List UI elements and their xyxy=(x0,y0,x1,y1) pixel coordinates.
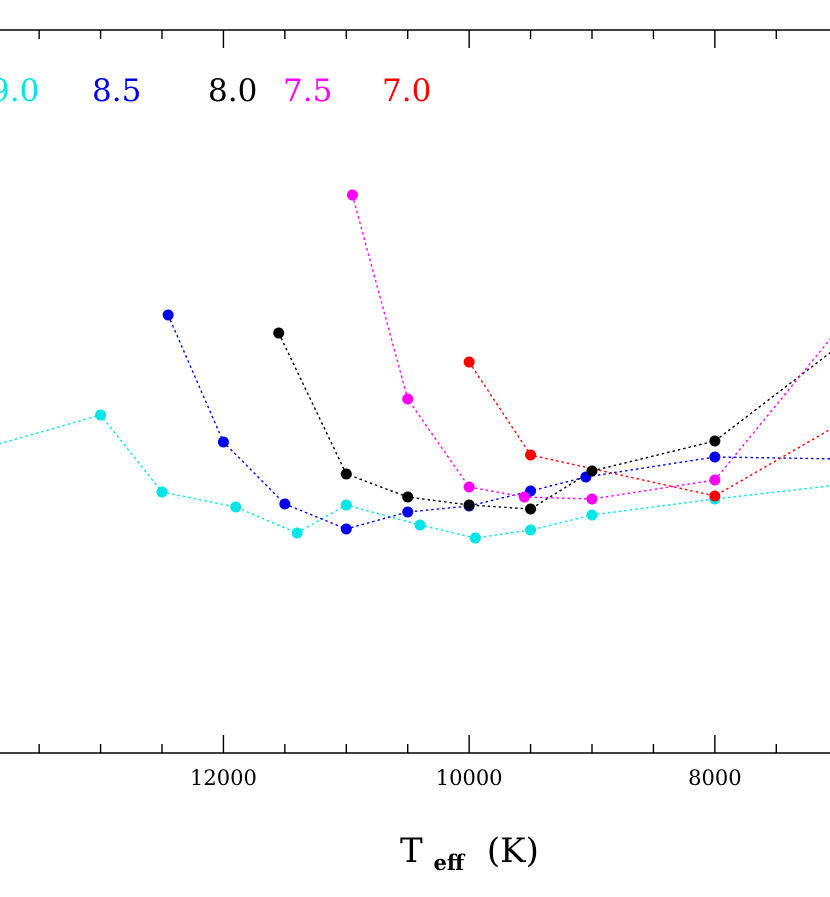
data-point-8.5 xyxy=(162,309,174,321)
legend: 9.0 8.5 8.0 7.5 7.0 xyxy=(0,73,431,109)
x-tick-label: 10000 xyxy=(436,766,503,790)
data-point-9.0 xyxy=(586,509,598,521)
data-point-9.0 xyxy=(95,409,107,421)
data-point-8.5 xyxy=(709,451,721,463)
axis-ticks xyxy=(38,30,777,753)
data-point-9.0 xyxy=(525,524,537,536)
data-point-7.5 xyxy=(709,474,721,486)
series-line-8.5 xyxy=(167,314,830,530)
legend-label-8.5: 8.5 xyxy=(92,73,141,109)
data-point-9.0 xyxy=(230,501,242,513)
x-axis-label-unit: (K) xyxy=(487,831,539,871)
data-point-8.0 xyxy=(402,491,414,503)
x-axis-label-subscript: eff xyxy=(434,850,466,875)
data-point-8.5 xyxy=(340,523,352,535)
legend-label-7.0: 7.0 xyxy=(382,73,431,109)
series-line-7.5 xyxy=(351,194,830,500)
data-point-7.0 xyxy=(709,490,721,502)
data-point-9.0 xyxy=(291,527,303,539)
data-point-9.0 xyxy=(156,486,168,498)
legend-label-9.0: 9.0 xyxy=(0,73,39,109)
legend-label-7.5: 7.5 xyxy=(283,73,332,109)
data-point-8.0 xyxy=(586,465,598,477)
series-line-9.0 xyxy=(0,414,830,539)
x-axis-label-main: T xyxy=(400,831,423,871)
data-point-9.0 xyxy=(469,532,481,544)
legend-label-8.0: 8.0 xyxy=(208,73,257,109)
series-points xyxy=(95,189,721,544)
data-point-7.5 xyxy=(586,493,598,505)
data-point-9.0 xyxy=(414,519,426,531)
series-line-7.0 xyxy=(468,361,830,497)
x-tick-label: 12000 xyxy=(190,766,257,790)
data-point-7.5 xyxy=(346,189,358,201)
series-line-8.0 xyxy=(278,332,830,510)
data-point-8.5 xyxy=(217,436,229,448)
data-point-8.0 xyxy=(463,499,475,511)
data-point-8.0 xyxy=(709,435,721,447)
data-point-8.5 xyxy=(279,498,291,510)
data-point-9.0 xyxy=(340,499,352,511)
plot-frame xyxy=(0,29,830,754)
data-point-8.0 xyxy=(525,503,537,515)
data-point-8.5 xyxy=(402,506,414,518)
data-point-7.0 xyxy=(525,449,537,461)
data-point-7.0 xyxy=(463,356,475,368)
data-point-7.5 xyxy=(518,491,530,503)
x-axis-label: T eff (K) xyxy=(400,831,539,879)
x-tick-labels: 12000 10000 8000 xyxy=(190,766,742,790)
data-point-7.5 xyxy=(402,393,414,405)
x-tick-label: 8000 xyxy=(688,766,741,790)
series-lines xyxy=(0,194,830,539)
data-point-7.5 xyxy=(463,481,475,493)
data-point-8.0 xyxy=(340,468,352,480)
data-point-8.0 xyxy=(273,327,285,339)
